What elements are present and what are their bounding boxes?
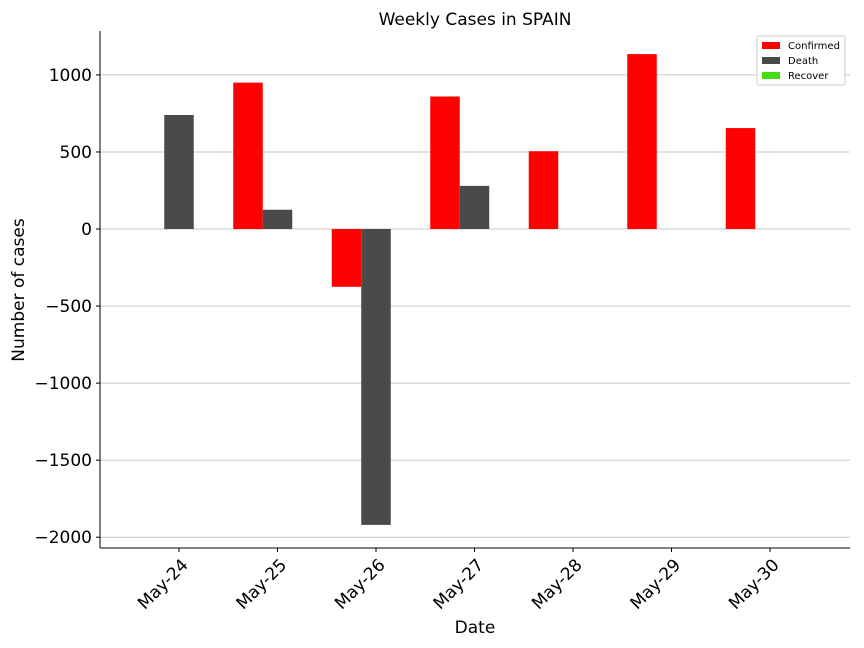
y-axis-label: Number of cases xyxy=(9,218,29,362)
y-tick-label: −500 xyxy=(45,297,92,317)
legend-swatch-recover xyxy=(762,72,780,79)
bar-confirmed-may-30 xyxy=(725,128,756,230)
y-tick-label: −1000 xyxy=(34,374,92,394)
legend-label-recover: Recover xyxy=(788,71,829,82)
legend-swatch-confirmed xyxy=(762,42,780,49)
bars xyxy=(164,54,756,525)
y-tick-label: 0 xyxy=(81,220,92,240)
x-tick-label: May-29 xyxy=(627,555,685,613)
x-tick-label: May-30 xyxy=(725,555,783,613)
bar-confirmed-may-29 xyxy=(627,54,657,230)
bar-confirmed-may-25 xyxy=(233,82,263,230)
bar-death-may-24 xyxy=(164,114,194,230)
bar-death-may-25 xyxy=(262,209,293,230)
x-tick-label: May-26 xyxy=(331,555,389,613)
legend: Confirmed Death Recover xyxy=(756,35,846,86)
axes xyxy=(99,31,850,549)
chart-title: Weekly Cases in SPAIN xyxy=(379,10,572,30)
legend-label-confirmed: Confirmed xyxy=(788,41,840,52)
y-tick-label: −2000 xyxy=(34,528,92,548)
legend-label-death: Death xyxy=(788,56,818,67)
y-tick-label: 1000 xyxy=(49,66,92,86)
bar-confirmed-may-28 xyxy=(528,151,559,230)
y-tick-label: 500 xyxy=(60,143,92,163)
x-axis-ticks: May-24 May-25 May-26 May-27 May-28 May-29 May-… xyxy=(134,548,784,614)
bar-death-may-27 xyxy=(459,185,490,230)
x-tick-label: May-25 xyxy=(233,555,291,613)
y-tick-label: −1500 xyxy=(34,451,92,471)
x-tick-label: May-27 xyxy=(430,555,488,613)
bar-confirmed-may-27 xyxy=(430,96,460,230)
bar-death-may-26 xyxy=(361,229,391,525)
x-tick-label: May-28 xyxy=(528,555,586,613)
x-axis-label: Date xyxy=(455,618,496,638)
bar-confirmed-may-26 xyxy=(331,229,362,287)
y-axis-ticks: 1000 500 0 −500 −1000 −1500 −2000 xyxy=(34,66,100,548)
x-tick-label: May-24 xyxy=(134,555,192,613)
legend-swatch-death xyxy=(762,57,780,64)
